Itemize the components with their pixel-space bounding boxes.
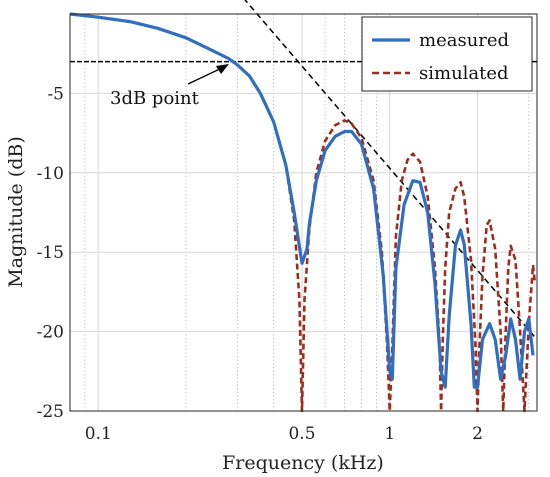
legend-box: [361, 16, 533, 92]
series-layer: [69, 12, 537, 413]
y-tick-label: -15: [37, 243, 64, 263]
x-axis-label: Frequency (kHz): [222, 452, 384, 474]
annotation-3db-arrowhead: [216, 64, 229, 74]
plot-frame: [69, 13, 538, 412]
rolloff-asymptote-line: [244, 0, 538, 341]
x-tick-label: 0.5: [288, 424, 315, 444]
grid: [69, 14, 537, 412]
x-tick-label: 1: [384, 424, 395, 444]
series-line-measured: [69, 12, 535, 389]
legend: measured simulated: [361, 16, 533, 92]
legend-label-measured: measured: [419, 30, 509, 51]
legend-label-simulated: simulated: [419, 63, 509, 84]
y-tick-label: -20: [37, 323, 64, 343]
x-tick-label: 2: [472, 424, 483, 444]
y-axis-label: Magnitude (dB): [5, 136, 27, 288]
annotation-3db-arrow-shaft: [187, 66, 225, 85]
annotation-3db: 3dB point: [110, 64, 229, 109]
annotation-3db-text: 3dB point: [110, 88, 200, 109]
x-tick-label: 0.1: [85, 424, 112, 444]
x-tick-labels: 0.1 0.5 1 2: [85, 424, 483, 444]
y-tick-labels: -5 -10 -15 -20 -25: [37, 84, 64, 422]
y-tick-label: -25: [37, 402, 64, 422]
y-tick-label: -5: [47, 84, 64, 104]
y-tick-label: -10: [37, 164, 64, 184]
